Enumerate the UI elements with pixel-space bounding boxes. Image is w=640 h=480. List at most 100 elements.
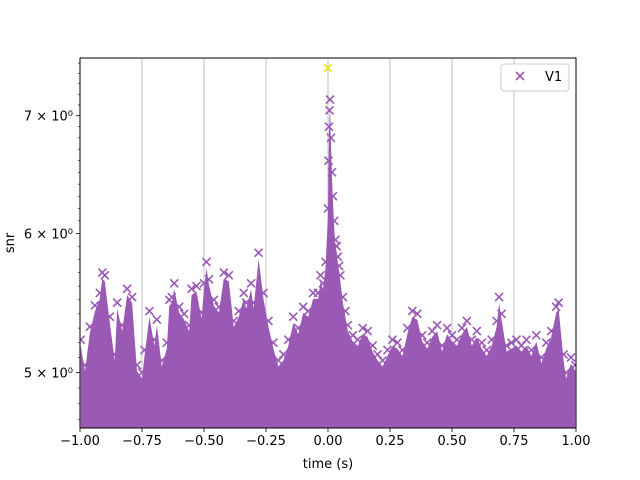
marker-stroke	[258, 288, 269, 298]
marker-stroke	[417, 330, 427, 340]
marker-stroke	[191, 281, 202, 291]
data-point	[268, 338, 279, 348]
data-point	[315, 270, 326, 280]
data-point	[328, 191, 338, 201]
marker-stroke	[482, 345, 492, 355]
data-point	[343, 320, 353, 330]
data-point	[219, 268, 229, 278]
data-point	[179, 309, 189, 319]
data-point	[100, 270, 110, 280]
marker-stroke	[214, 302, 224, 312]
marker-stroke	[323, 63, 333, 73]
marker-stroke	[566, 352, 576, 363]
marker-stroke	[196, 307, 207, 318]
data-point	[152, 314, 162, 325]
marker-stroke	[169, 278, 179, 288]
data-point	[293, 323, 303, 333]
marker-stroke	[511, 335, 522, 345]
data-point	[167, 292, 177, 302]
data-point	[462, 316, 472, 326]
marker-stroke	[570, 363, 576, 370]
data-point	[501, 341, 512, 351]
data-point	[492, 316, 502, 326]
marker-stroke	[333, 252, 343, 262]
data-point	[95, 288, 105, 298]
marker-stroke	[229, 316, 239, 326]
data-point	[204, 274, 214, 284]
data-point	[506, 338, 517, 348]
marker-stroke	[358, 323, 368, 333]
marker-stroke	[162, 338, 172, 348]
data-point	[303, 306, 313, 316]
data-point	[377, 355, 388, 366]
marker-stroke	[139, 345, 150, 355]
data-point	[85, 322, 95, 332]
marker-stroke	[407, 306, 417, 316]
marker-stroke	[335, 270, 345, 280]
data-point	[184, 320, 194, 330]
data-point	[358, 323, 368, 333]
marker-stroke	[209, 295, 219, 305]
marker-stroke	[382, 345, 393, 355]
marker-stroke	[80, 360, 90, 370]
data-point	[437, 341, 447, 351]
legend-label-v1: V1	[545, 70, 562, 85]
marker-stroke	[110, 349, 120, 360]
marker-stroke	[536, 352, 546, 363]
marker-stroke	[343, 320, 353, 330]
marker-stroke	[457, 323, 467, 333]
marker-stroke	[132, 360, 142, 370]
marker-stroke	[392, 338, 403, 348]
marker-stroke	[467, 335, 477, 345]
data-point	[323, 156, 334, 166]
marker-stroke	[559, 349, 569, 360]
data-point	[417, 330, 427, 340]
data-point	[263, 316, 274, 326]
data-point	[253, 248, 264, 258]
data-point	[521, 335, 531, 345]
marker-stroke	[323, 203, 333, 213]
data-point	[392, 338, 403, 348]
data-point	[313, 288, 323, 298]
data-point	[467, 335, 477, 345]
data-point	[334, 261, 344, 271]
marker-stroke	[373, 349, 383, 360]
dense-scatter-band	[80, 105, 576, 428]
marker-stroke	[541, 338, 551, 348]
x-axis-label: time (s)	[303, 457, 353, 472]
marker-stroke	[320, 257, 331, 267]
data-point	[554, 298, 564, 308]
y-axis-label: snr	[3, 232, 18, 253]
data-point	[422, 338, 432, 348]
marker-stroke	[348, 330, 358, 340]
y-tick-label: 6 × 10⁰	[24, 227, 73, 242]
marker-stroke	[184, 320, 194, 330]
x-tick-label: −0.75	[122, 434, 162, 449]
y-axis-ticks: 5 × 10⁰ 6 × 10⁰ 7 × 10⁰	[24, 62, 80, 421]
marker-stroke	[268, 338, 279, 348]
data-point	[80, 335, 86, 345]
data-point	[249, 298, 259, 308]
data-point	[139, 345, 150, 355]
marker-stroke	[437, 341, 447, 351]
marker-stroke	[234, 306, 244, 316]
marker-stroke	[324, 122, 334, 132]
data-point	[234, 306, 244, 316]
legend-marker-v1	[515, 71, 525, 81]
marker-stroke	[323, 156, 334, 166]
data-point	[497, 309, 507, 319]
data-point	[487, 335, 497, 345]
marker-stroke	[179, 309, 189, 319]
x-tick-label: 1.00	[562, 434, 591, 449]
data-point	[246, 278, 256, 288]
data-point	[432, 320, 442, 330]
marker-stroke	[293, 323, 303, 333]
data-point	[477, 338, 487, 348]
marker-stroke	[137, 368, 147, 378]
data-point	[363, 326, 373, 336]
data-point	[324, 105, 335, 115]
marker-stroke	[127, 292, 137, 302]
marker-stroke	[531, 330, 541, 340]
x-tick-label: −0.50	[184, 434, 224, 449]
data-point	[318, 278, 328, 288]
